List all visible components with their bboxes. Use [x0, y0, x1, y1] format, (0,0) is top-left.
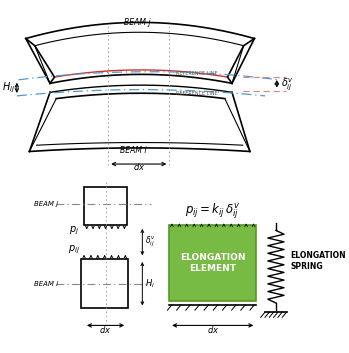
Text: REFERENCE LINE: REFERENCE LINE [176, 91, 218, 96]
Text: $\delta^v_{ij}$: $\delta^v_{ij}$ [145, 235, 156, 249]
Text: $p_j$: $p_j$ [69, 225, 80, 238]
Text: BEAM j: BEAM j [124, 18, 150, 27]
Bar [81, 259, 128, 309]
Bar [169, 225, 256, 301]
Text: $\delta^v_{ij}$: $\delta^v_{ij}$ [281, 76, 294, 92]
Text: $dx$: $dx$ [99, 324, 112, 335]
Text: BEAM j: BEAM j [34, 201, 58, 207]
Text: $H_{ij}$: $H_{ij}$ [2, 80, 15, 95]
Text: $p_{ij} = k_{ij}\,\delta^v_{ij}$: $p_{ij} = k_{ij}\,\delta^v_{ij}$ [185, 202, 240, 221]
Text: BEAM i: BEAM i [120, 146, 147, 155]
Text: $dx$: $dx$ [133, 161, 145, 172]
Text: REFERENCE LINE: REFERENCE LINE [176, 71, 218, 76]
Text: ELONGATION
ELEMENT: ELONGATION ELEMENT [180, 253, 245, 273]
Text: BEAM i: BEAM i [34, 281, 58, 287]
Text: $H_i$: $H_i$ [145, 277, 155, 290]
Text: $p_{ij}$: $p_{ij}$ [68, 244, 80, 256]
Text: $dx$: $dx$ [207, 324, 219, 335]
Bar [84, 187, 127, 225]
Text: ELONGATION
SPRING: ELONGATION SPRING [290, 251, 346, 270]
